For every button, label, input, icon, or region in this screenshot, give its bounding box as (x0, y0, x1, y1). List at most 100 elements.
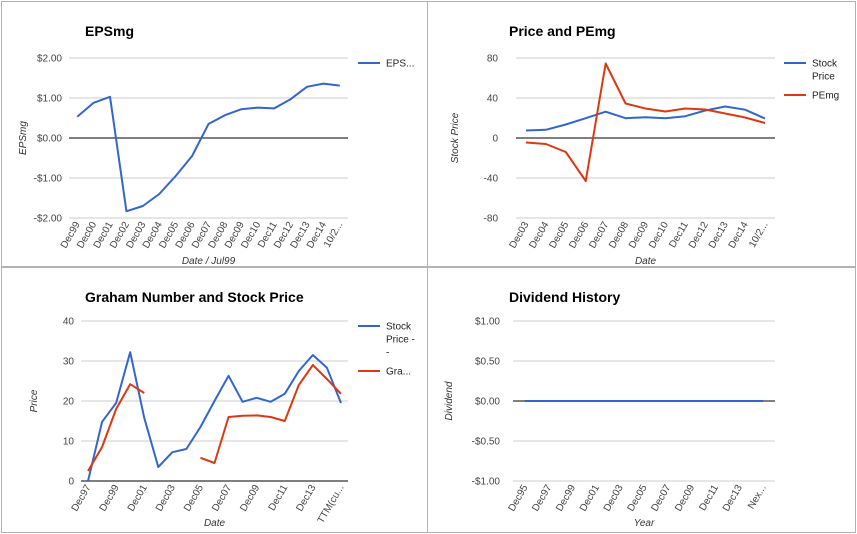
data-point (605, 63, 607, 65)
data-point (224, 114, 226, 116)
data-point (322, 83, 324, 85)
y-tick-label: 10 (63, 437, 75, 448)
chart-svg: Dividend History $1.00 $0.50 $0.00 -$0.50 -$1… (444, 289, 775, 529)
data-point (298, 384, 300, 386)
data-point (143, 392, 145, 394)
y-tick-label: $2.00 (37, 54, 62, 65)
data-point (284, 393, 286, 395)
data-point (524, 400, 526, 402)
y-tick-label: -$2.00 (34, 214, 63, 225)
x-tick-label: Dec99 (98, 483, 122, 514)
data-point (306, 86, 308, 88)
data-point (595, 400, 597, 402)
data-point (764, 118, 766, 120)
y-tick-label: 20 (63, 397, 75, 408)
y-tick-label: $1.00 (37, 94, 62, 105)
data-point (312, 364, 314, 366)
data-point (744, 109, 746, 111)
data-point (171, 451, 173, 453)
data-point (256, 414, 258, 416)
data-point (284, 420, 286, 422)
data-point (214, 400, 216, 402)
x-tick-label: Dec13 (721, 483, 745, 514)
data-point (572, 400, 574, 402)
data-point (185, 448, 187, 450)
y-axis-label: Dividend (444, 381, 455, 420)
legend-label: Price (812, 72, 835, 83)
data-point (199, 457, 201, 459)
y-tick-label: $0.50 (475, 357, 500, 368)
y-tick-label: 80 (487, 54, 499, 65)
x-tick-label: Dec01 (578, 483, 602, 514)
y-tick-label: $0.00 (37, 134, 62, 145)
data-point (214, 462, 216, 464)
data-point (109, 96, 111, 98)
x-tick-label: Dec03 (154, 483, 178, 514)
data-point (129, 383, 131, 385)
data-point (664, 111, 666, 113)
x-tick-label: Dec07 (210, 483, 234, 514)
data-point (548, 400, 550, 402)
x-tick-label: Dec05 (182, 483, 206, 514)
x-tick-label: Dec09 (673, 483, 697, 514)
x-tick-label: Dec01 (126, 483, 150, 514)
y-axis-label: Price (29, 389, 40, 412)
data-point (645, 116, 647, 118)
data-point (664, 117, 666, 119)
data-point (228, 416, 230, 418)
data-point (208, 123, 210, 125)
data-point (684, 115, 686, 117)
y-tick-label: $1.00 (475, 317, 500, 328)
x-tick-label: Dec97 (530, 483, 554, 514)
y-tick-label: 40 (487, 94, 499, 105)
data-point (101, 446, 103, 448)
y-tick-label: -$0.50 (472, 437, 501, 448)
data-point (157, 466, 159, 468)
data-point (585, 117, 587, 119)
eps-chart-panel: EPSmg $2.00 $1.00 $0.00 -$1.00 -$2.00 Dec99 Dec… (1, 1, 428, 267)
data-point (738, 400, 740, 402)
data-point (191, 155, 193, 157)
data-point (242, 415, 244, 417)
series-line-stock-price (87, 351, 342, 482)
x-tick-label: Dec03 (602, 483, 626, 514)
chart-svg: Price and PEmg80400-40-80Dec03Dec04Dec05… (450, 23, 839, 266)
x-axis-label: Date / Jul99 (182, 256, 236, 266)
data-point (525, 142, 527, 144)
data-point (565, 124, 567, 126)
chart-title: Price and PEmg (509, 23, 616, 39)
data-point (667, 400, 669, 402)
data-point (175, 175, 177, 177)
dividend-chart-panel: Dividend History $1.00 $0.50 $0.00 -$0.50 -$1… (427, 267, 856, 533)
data-point (312, 354, 314, 356)
data-point (625, 117, 627, 119)
x-tick-label: Dec11 (267, 483, 291, 513)
graham-chart-panel: Graham Number and Stock Price 40 30 20 10 0 De… (1, 267, 428, 533)
data-point (143, 417, 145, 419)
data-point (101, 421, 103, 423)
y-tick-label: 40 (63, 317, 75, 328)
y-tick-label: -80 (484, 214, 499, 225)
data-point (691, 400, 693, 402)
data-point (643, 400, 645, 402)
legend-label: PEmg (812, 91, 839, 102)
data-point (129, 351, 131, 353)
y-tick-label: -40 (484, 174, 499, 185)
y-tick-label: 30 (63, 357, 75, 368)
data-point (115, 402, 117, 404)
y-tick-label: -$1.00 (472, 477, 501, 488)
data-point (585, 180, 587, 182)
data-point (684, 108, 686, 110)
data-point (326, 367, 328, 369)
data-point (326, 378, 328, 380)
data-point (270, 401, 272, 403)
data-point (744, 117, 746, 119)
data-point (714, 400, 716, 402)
series-line-pemg (525, 62, 766, 182)
data-point (76, 116, 78, 118)
data-point (340, 393, 342, 395)
x-tick-label: Dec07 (649, 483, 673, 514)
data-point (565, 151, 567, 153)
data-point (87, 470, 89, 472)
legend-label: EPS... (386, 59, 414, 70)
